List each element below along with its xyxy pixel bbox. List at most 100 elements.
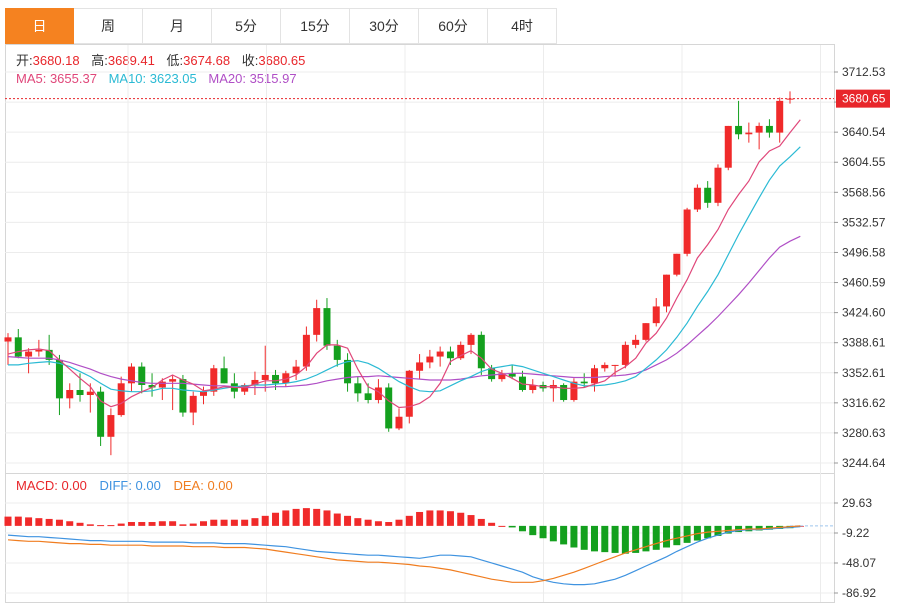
macd-bar bbox=[148, 522, 156, 526]
macd-bar bbox=[580, 525, 588, 550]
macd-bar bbox=[272, 512, 280, 526]
macd-bar bbox=[539, 525, 547, 539]
candle-body bbox=[127, 366, 135, 384]
candle-body bbox=[642, 323, 650, 340]
y-tick-label: 3568.56 bbox=[842, 185, 886, 199]
macd-bar bbox=[302, 508, 310, 526]
macd-bar bbox=[591, 525, 598, 552]
y-tick-label: 3712.53 bbox=[842, 65, 886, 79]
candle-body bbox=[745, 132, 753, 135]
candle-body bbox=[66, 389, 74, 399]
macd-bar bbox=[621, 525, 629, 554]
macd-bar bbox=[230, 519, 238, 526]
candle-body bbox=[251, 379, 259, 385]
candle-body bbox=[632, 339, 640, 345]
macd-bar bbox=[735, 525, 743, 533]
candle-body bbox=[488, 368, 496, 380]
candle-body bbox=[344, 359, 352, 384]
candle-body bbox=[55, 359, 63, 399]
candle-body bbox=[323, 308, 331, 346]
period-tabs: 日周月 5分 15分 30分 60分 4时 bbox=[5, 8, 557, 44]
candle-body bbox=[313, 308, 321, 335]
macd-bar bbox=[261, 515, 269, 526]
macd-bar bbox=[724, 525, 732, 534]
current-price-label: 3680.65 bbox=[842, 92, 886, 106]
macd-bar bbox=[467, 515, 475, 526]
diff-label: DIFF: 0.00 bbox=[99, 478, 161, 493]
candle-body bbox=[302, 334, 310, 367]
candle-body bbox=[4, 337, 12, 342]
candle-body bbox=[117, 383, 125, 416]
ma5-label: MA5: 3655.37 bbox=[16, 71, 97, 86]
y-tick-label: 3532.57 bbox=[842, 215, 886, 229]
tab-7[interactable]: 4时 bbox=[488, 8, 557, 44]
ma20-line bbox=[7, 235, 801, 389]
macd-bar bbox=[4, 516, 12, 526]
macd-bar bbox=[549, 525, 557, 542]
macd-bar bbox=[333, 513, 341, 526]
candle-body bbox=[158, 381, 166, 388]
y-tick-label: 3280.63 bbox=[842, 426, 886, 440]
candle-body bbox=[765, 125, 773, 133]
candle-body bbox=[333, 345, 341, 360]
candle-body bbox=[776, 100, 784, 133]
macd-bar bbox=[45, 518, 53, 526]
candle-body bbox=[570, 381, 578, 401]
candle-body bbox=[148, 384, 156, 388]
macd-bar bbox=[518, 525, 526, 532]
candle-body bbox=[107, 415, 115, 437]
dea-line bbox=[7, 525, 801, 583]
macd-bar bbox=[210, 519, 218, 526]
candle-body bbox=[714, 167, 722, 203]
macd-bar bbox=[374, 521, 382, 526]
open-value: 3680.18 bbox=[32, 53, 80, 68]
macd-bar bbox=[755, 525, 763, 531]
candle-body bbox=[210, 368, 218, 392]
candle-body bbox=[395, 416, 403, 429]
macd-bar bbox=[416, 511, 424, 526]
tab-3[interactable]: 5分 bbox=[212, 8, 281, 44]
macd-y-tick-label: -86.92 bbox=[842, 586, 876, 600]
current-price-tag bbox=[836, 89, 890, 108]
macd-y-tick-label: -9.22 bbox=[842, 526, 870, 540]
tab-2[interactable]: 月 bbox=[143, 8, 212, 44]
high-value: 3689.41 bbox=[107, 53, 155, 68]
macd-bar bbox=[385, 522, 393, 526]
candle-body bbox=[735, 125, 743, 135]
macd-bar bbox=[66, 521, 74, 526]
close-value: 3680.65 bbox=[258, 53, 306, 68]
candle-body bbox=[169, 379, 177, 382]
candle-body bbox=[724, 125, 732, 168]
macd-bar bbox=[344, 515, 352, 526]
candle-body bbox=[467, 334, 475, 345]
macd-bar bbox=[477, 518, 485, 526]
high-label: 高: bbox=[91, 53, 108, 68]
macd-bar bbox=[97, 525, 105, 527]
candle-body bbox=[591, 368, 598, 384]
macd-info-panel: MACD: 0.00 DIFF: 0.00 DEA: 0.00 bbox=[16, 478, 242, 493]
y-tick-label: 3604.55 bbox=[842, 155, 886, 169]
candle-body bbox=[86, 391, 94, 396]
tab-5[interactable]: 30分 bbox=[350, 8, 419, 44]
y-tick-label: 3388.61 bbox=[842, 336, 886, 350]
macd-bar bbox=[395, 519, 403, 526]
tab-0[interactable]: 日 bbox=[5, 8, 74, 44]
macd-bar bbox=[220, 519, 228, 526]
candle-body bbox=[189, 395, 197, 413]
y-tick-label: 3496.58 bbox=[842, 245, 886, 259]
candle-body bbox=[693, 187, 701, 210]
ohlc-row: 开:3680.18 高:3689.41 低:3674.68 收:3680.65 bbox=[16, 52, 313, 70]
macd-bar bbox=[673, 525, 681, 546]
tab-1[interactable]: 周 bbox=[74, 8, 143, 44]
ma10-line bbox=[8, 146, 801, 393]
macd-bar bbox=[158, 521, 166, 526]
macd-bar bbox=[405, 515, 413, 526]
macd-bar bbox=[86, 524, 94, 526]
candle-body bbox=[683, 209, 691, 254]
candle-body bbox=[426, 356, 434, 363]
tab-4[interactable]: 15分 bbox=[281, 8, 350, 44]
y-tick-label: 3244.64 bbox=[842, 456, 886, 470]
candle-body bbox=[272, 374, 280, 384]
tab-6[interactable]: 60分 bbox=[419, 8, 488, 44]
